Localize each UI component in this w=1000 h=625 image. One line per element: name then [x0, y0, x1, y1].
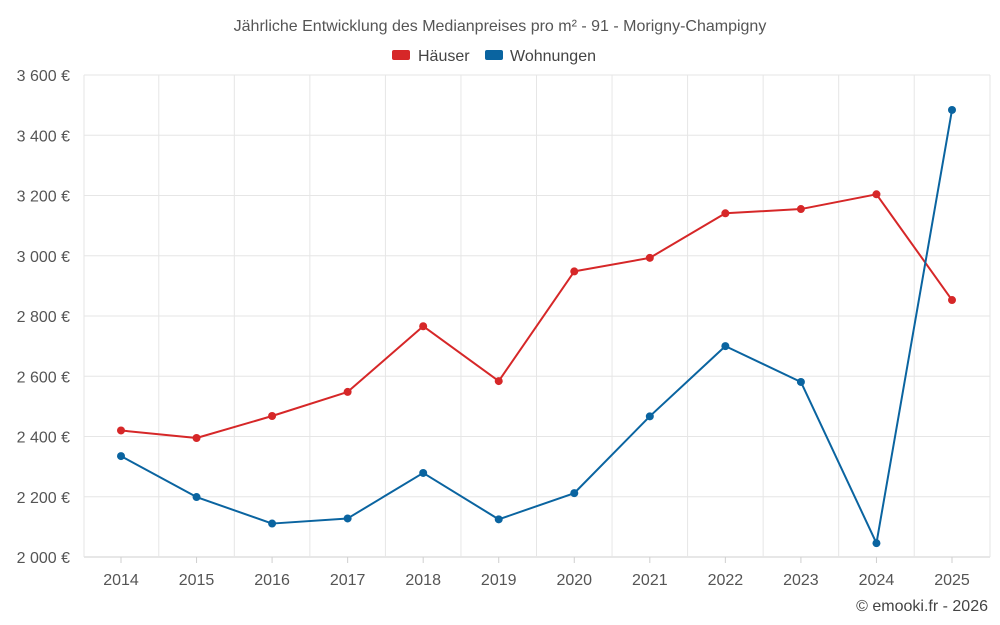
- series-line: [120, 109, 953, 545]
- x-tick-label: 2020: [556, 572, 592, 589]
- data-point[interactable]: [872, 539, 881, 548]
- y-tick-label: 3 000 €: [17, 249, 70, 266]
- legend-label: Häuser: [418, 48, 470, 65]
- data-point[interactable]: [494, 515, 503, 524]
- data-point[interactable]: [570, 489, 579, 498]
- data-point[interactable]: [343, 387, 352, 396]
- x-tick-label: 2014: [103, 572, 139, 589]
- y-tick-label: 3 600 €: [17, 68, 70, 85]
- x-tick-label: 2023: [783, 572, 819, 589]
- legend[interactable]: Häuser Wohnungen: [392, 48, 596, 65]
- y-tick-label: 2 400 €: [17, 430, 70, 447]
- data-point[interactable]: [117, 426, 125, 435]
- data-point[interactable]: [117, 452, 125, 461]
- data-point[interactable]: [494, 377, 503, 386]
- x-tick-label: 2015: [179, 572, 215, 589]
- x-tick-label: 2021: [632, 572, 668, 589]
- legend-swatch: [392, 50, 410, 60]
- series-line: [120, 193, 953, 440]
- y-tick-label: 3 200 €: [17, 189, 70, 206]
- series-wohnungen: [117, 105, 956, 548]
- y-tick-label: 2 800 €: [17, 309, 70, 326]
- data-point[interactable]: [419, 468, 428, 477]
- data-point[interactable]: [721, 342, 730, 351]
- data-point[interactable]: [343, 514, 352, 523]
- legend-item-häuser[interactable]: Häuser: [392, 48, 470, 65]
- x-axis: 2014 2015 2016 2017 2018 2019 2020 2021 2022 2023…: [103, 572, 970, 589]
- data-point[interactable]: [948, 296, 956, 305]
- data-point[interactable]: [268, 519, 277, 528]
- legend-swatch: [485, 50, 503, 60]
- data-point[interactable]: [796, 205, 805, 214]
- data-point[interactable]: [796, 377, 805, 386]
- y-tick-label: 2 000 €: [17, 550, 70, 567]
- data-point[interactable]: [192, 493, 201, 502]
- y-tick-label: 2 600 €: [17, 369, 70, 386]
- data-point[interactable]: [645, 412, 654, 421]
- y-axis: 2 000 € 2 200 € 2 400 € 2 600 € 2 800 € 3 000…: [17, 68, 70, 567]
- series-häuser: [117, 190, 956, 443]
- series: [117, 105, 956, 548]
- data-point[interactable]: [570, 267, 579, 276]
- data-point[interactable]: [192, 434, 201, 443]
- data-point[interactable]: [872, 190, 881, 199]
- x-tick-label: 2017: [330, 572, 366, 589]
- grid: [83, 74, 991, 563]
- credit-text: © emooki.fr - 2026: [856, 598, 988, 615]
- x-tick-label: 2019: [481, 572, 517, 589]
- data-point[interactable]: [948, 105, 956, 114]
- x-tick-label: 2025: [934, 572, 970, 589]
- x-tick-label: 2016: [254, 572, 290, 589]
- x-tick-label: 2018: [405, 572, 441, 589]
- data-point[interactable]: [268, 412, 277, 421]
- data-point[interactable]: [419, 322, 428, 331]
- y-tick-label: 2 200 €: [17, 490, 70, 507]
- legend-item-wohnungen[interactable]: Wohnungen: [485, 48, 596, 65]
- x-tick-label: 2022: [708, 572, 744, 589]
- chart-title: Jährliche Entwicklung des Medianpreises …: [234, 18, 767, 35]
- data-point[interactable]: [721, 209, 730, 218]
- x-tick-label: 2024: [859, 572, 895, 589]
- y-tick-label: 3 400 €: [17, 128, 70, 145]
- legend-label: Wohnungen: [510, 48, 596, 65]
- data-point[interactable]: [645, 253, 654, 262]
